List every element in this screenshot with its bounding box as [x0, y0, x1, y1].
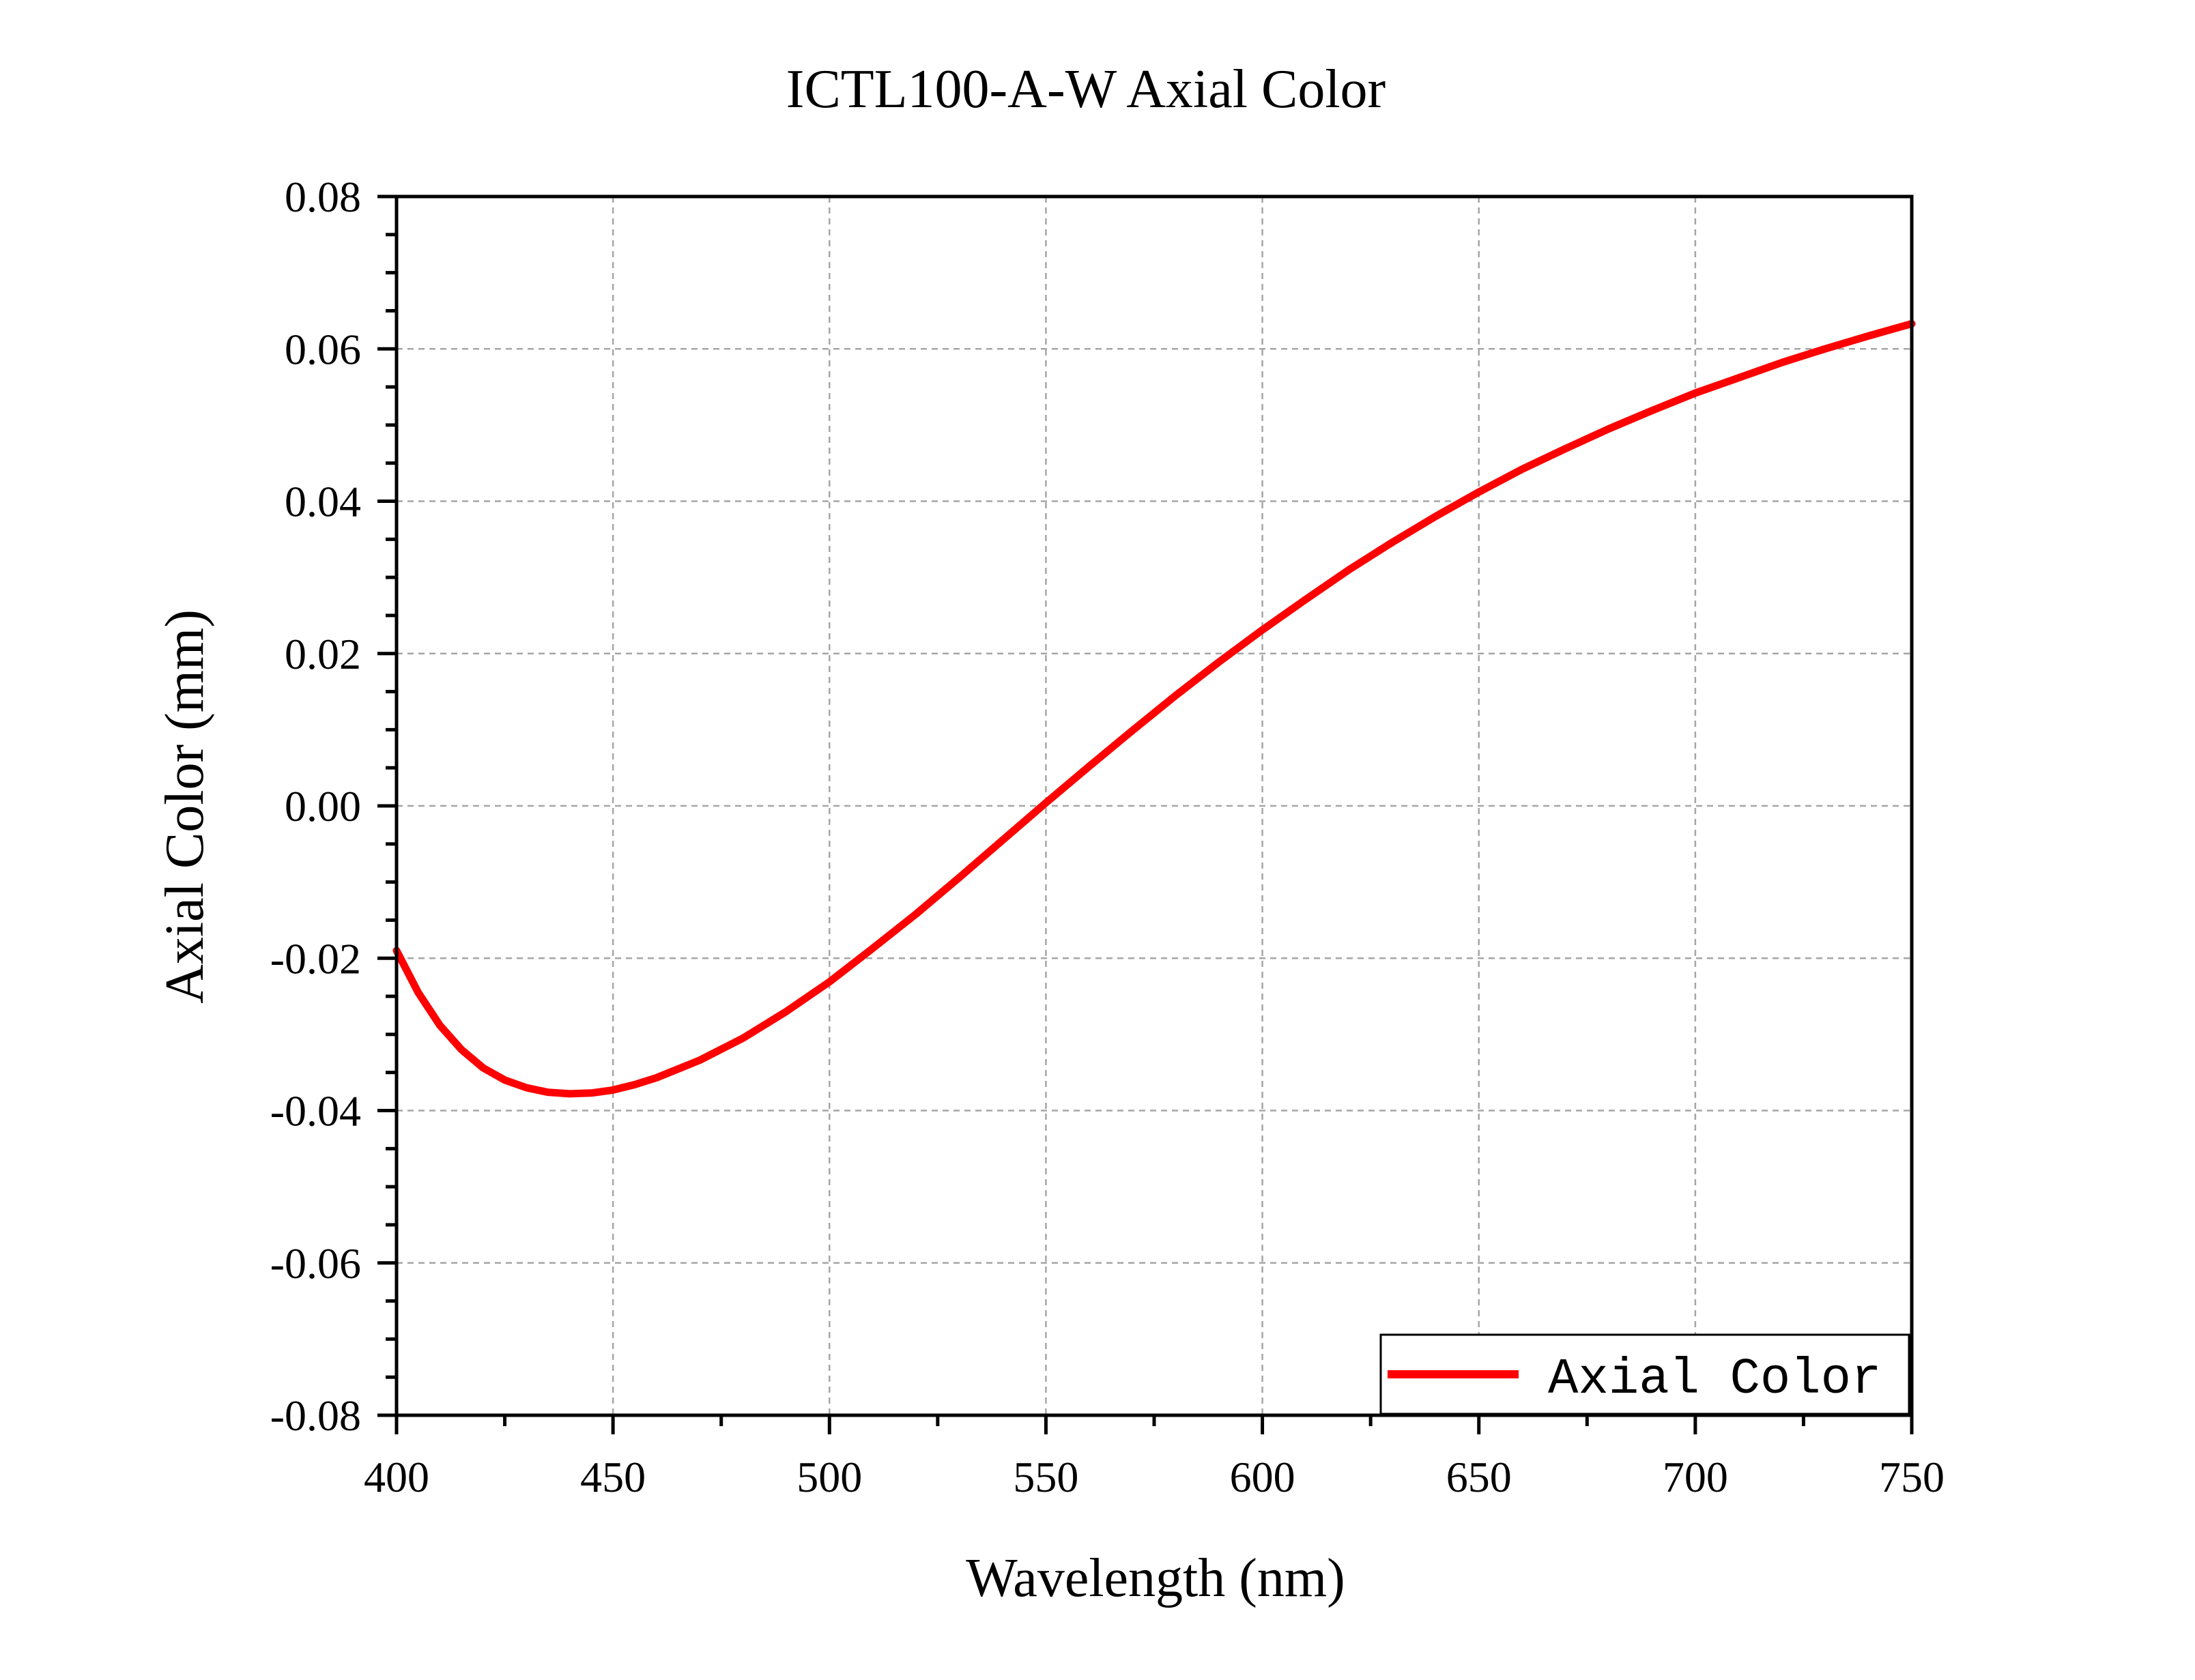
x-tick-label: 400 [364, 1453, 429, 1501]
y-axis-ticks: 0.08 0.06 0.04 0.02 0.00 -0.02 -0.04 -0.06 -0.08 [270, 173, 397, 1440]
chart-title: ICTL100-A-W Axial Color [786, 59, 1386, 119]
x-tick-label: 550 [1013, 1453, 1078, 1501]
series-layer [392, 319, 1916, 1098]
x-tick-label: 600 [1230, 1453, 1295, 1501]
y-tick-label: -0.06 [270, 1239, 361, 1288]
x-axis-ticks: 400 450 500 550 600 650 700 750 [364, 1415, 1945, 1501]
x-axis-label: Wavelength (nm) [966, 1548, 1345, 1608]
y-tick-label: 0.08 [285, 173, 361, 221]
x-tick-label: 450 [580, 1453, 646, 1501]
legend: Axial Color [1379, 1333, 1910, 1415]
y-tick-label: -0.08 [270, 1391, 361, 1440]
x-tick-label: 750 [1879, 1453, 1945, 1501]
plot-frame [394, 194, 1914, 1417]
y-tick-label: 0.04 [285, 478, 361, 526]
y-axis-label: Axial Color (mm) [155, 609, 215, 1004]
y-tick-label: 0.02 [285, 630, 361, 678]
y-tick-label: 0.00 [285, 782, 361, 830]
series-line-axial-color [392, 319, 1916, 1098]
x-tick-label: 650 [1446, 1453, 1512, 1501]
legend-label: Axial Color [1548, 1351, 1881, 1408]
y-tick-label: -0.02 [270, 934, 361, 983]
x-tick-label: 700 [1663, 1453, 1728, 1501]
y-tick-label: 0.06 [285, 325, 361, 373]
y-tick-label: -0.04 [270, 1087, 361, 1135]
grid-lines [397, 197, 1912, 1415]
x-tick-label: 500 [797, 1453, 862, 1501]
